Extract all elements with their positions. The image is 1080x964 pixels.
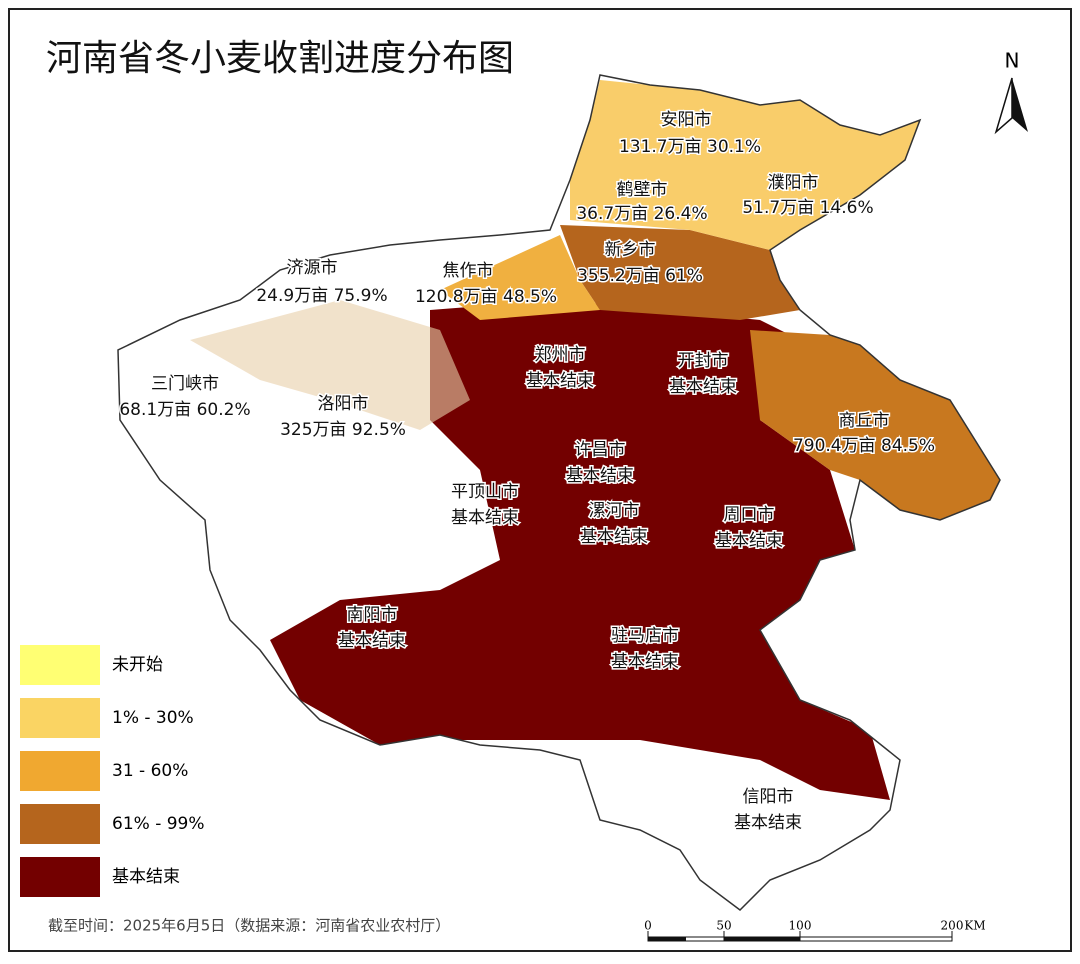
region-finished <box>270 300 890 800</box>
city-detail: 基本结束 <box>611 652 679 672</box>
city-name: 新乡市 <box>605 240 656 260</box>
city-detail: 51.7万亩 14.6% <box>742 198 873 218</box>
north-arrow-right <box>1012 78 1028 132</box>
region-xinxiang <box>560 225 800 320</box>
city-name: 安阳市 <box>661 110 712 130</box>
scale-label: 50 <box>716 919 731 933</box>
city-detail: 基本结束 <box>566 466 634 486</box>
city-detail: 355.2万亩 61% <box>577 266 703 286</box>
city-detail: 基本结束 <box>734 813 802 833</box>
legend-label: 1% - 30% <box>112 708 194 728</box>
scale-label: 100 <box>789 919 812 933</box>
legend-label: 31 - 60% <box>112 761 188 781</box>
region-shangqiu <box>750 330 1000 520</box>
city-detail: 基本结束 <box>715 531 783 551</box>
city-detail: 36.7万亩 26.4% <box>576 204 707 224</box>
city-name: 商丘市 <box>839 411 890 431</box>
legend-label: 基本结束 <box>112 867 180 887</box>
city-name: 济源市 <box>287 258 338 278</box>
legend-label: 未开始 <box>112 655 163 675</box>
city-name: 三门峡市 <box>151 374 219 394</box>
region-west <box>190 300 470 430</box>
city-labels: 安阳市 131.7万亩 30.1% 鹤壁市 36.7万亩 26.4% 濮阳市 51.7万亩… <box>118 109 937 835</box>
scale-label: 0 <box>644 919 652 933</box>
city-name: 平顶山市 <box>451 482 519 502</box>
north-label: N <box>1005 49 1020 73</box>
city-name: 信阳市 <box>743 787 794 807</box>
city-name: 驻马店市 <box>611 626 679 646</box>
city-detail: 基本结束 <box>451 508 519 528</box>
title: 河南省冬小麦收割进度分布图 <box>46 38 514 79</box>
region-north <box>570 80 920 250</box>
city-detail: 基本结束 <box>669 377 737 397</box>
city-name: 鹤壁市 <box>617 180 668 200</box>
city-name: 周口市 <box>724 505 775 525</box>
city-detail: 790.4万亩 84.5% <box>793 436 935 456</box>
city-name: 濮阳市 <box>768 173 819 193</box>
footer: 截至时间：2025年6月5日（数据来源：河南省农业农村厅） <box>48 917 450 935</box>
scale-bar-fill <box>648 937 686 941</box>
city-name: 开封市 <box>678 351 729 371</box>
city-detail: 120.8万亩 48.5% <box>415 287 557 307</box>
city-detail: 325万亩 92.5% <box>280 420 406 440</box>
city-detail: 68.1万亩 60.2% <box>119 400 250 420</box>
city-name: 郑州市 <box>535 345 586 365</box>
city-name: 漯河市 <box>589 501 640 521</box>
city-detail: 基本结束 <box>338 631 406 651</box>
legend-swatch <box>20 698 100 738</box>
city-detail: 基本结束 <box>580 527 648 547</box>
legend-swatch <box>20 751 100 791</box>
legend: 未开始 1% - 30% 31 - 60% 61% - 99% 基本结束 <box>20 645 205 897</box>
scale-bar-fill <box>724 937 800 941</box>
city-name: 洛阳市 <box>318 394 369 414</box>
city-detail: 基本结束 <box>526 371 594 391</box>
scale-label: 200 <box>941 919 964 933</box>
city-detail: 131.7万亩 30.1% <box>619 137 761 157</box>
city-detail: 24.9万亩 75.9% <box>256 286 387 306</box>
region-jiaozuo <box>440 235 600 320</box>
legend-label: 61% - 99% <box>112 814 205 834</box>
legend-swatch <box>20 857 100 897</box>
city-name: 南阳市 <box>347 605 398 625</box>
city-name: 许昌市 <box>575 440 626 460</box>
legend-swatch <box>20 804 100 844</box>
city-name: 焦作市 <box>443 261 494 281</box>
scale-bar: 0 50 100 200 KM <box>644 919 986 942</box>
legend-swatch <box>20 645 100 685</box>
scale-label: KM <box>964 919 985 933</box>
